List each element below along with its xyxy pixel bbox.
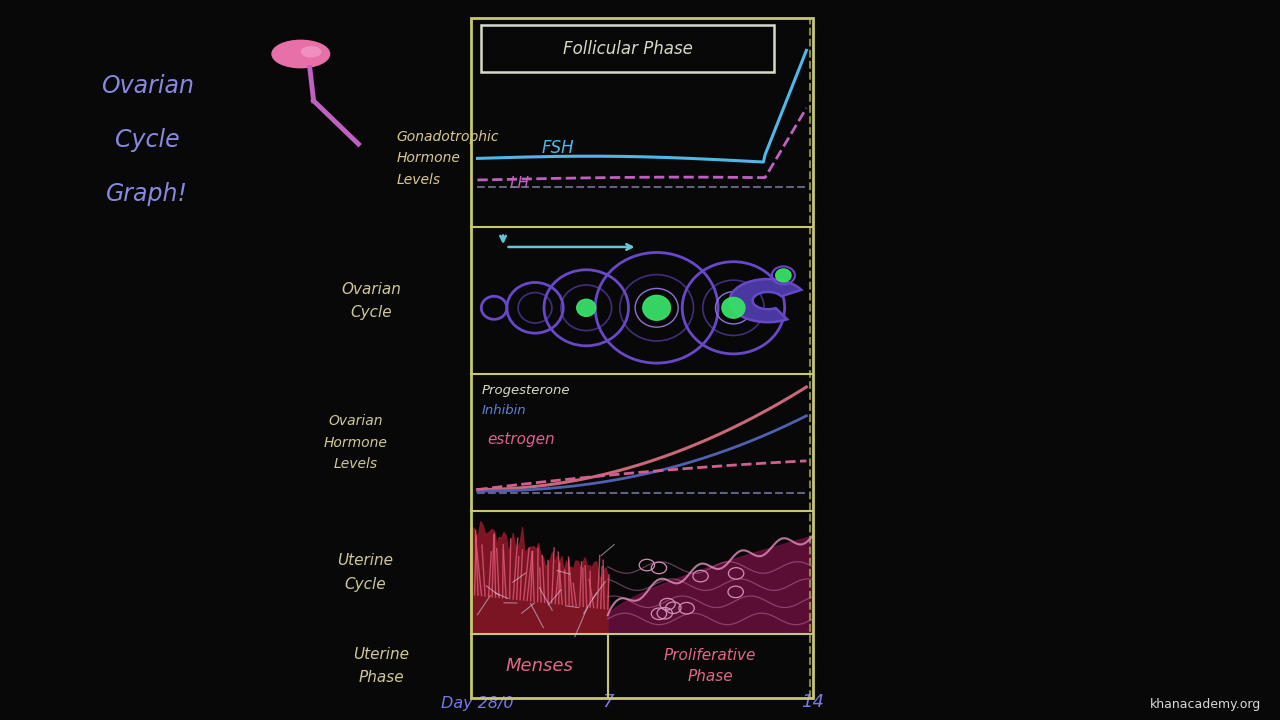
Ellipse shape	[577, 300, 595, 316]
Text: Uterine
Phase: Uterine Phase	[353, 647, 410, 685]
Text: Ovarian
Hormone
Levels: Ovarian Hormone Levels	[324, 414, 388, 472]
Text: Menses: Menses	[506, 657, 573, 675]
Ellipse shape	[271, 40, 330, 68]
Ellipse shape	[643, 295, 671, 320]
Text: Graph!: Graph!	[106, 182, 188, 207]
Text: Day 28/0: Day 28/0	[442, 696, 513, 711]
Text: Gonadotrophic
Hormone
Levels: Gonadotrophic Hormone Levels	[397, 130, 499, 187]
Text: estrogen: estrogen	[488, 432, 556, 446]
Text: Inhibin: Inhibin	[481, 404, 526, 417]
Text: 14: 14	[801, 693, 824, 711]
Text: Uterine
Cycle: Uterine Cycle	[337, 553, 393, 592]
Ellipse shape	[301, 47, 320, 57]
Text: FSH: FSH	[541, 138, 573, 157]
Text: Cycle: Cycle	[115, 128, 179, 153]
Wedge shape	[730, 279, 801, 322]
Text: Ovarian: Ovarian	[101, 74, 193, 99]
Text: khanacademy.org: khanacademy.org	[1149, 698, 1261, 711]
Ellipse shape	[776, 269, 791, 282]
Text: Progesterone: Progesterone	[481, 384, 570, 397]
Text: Proliferative
Phase: Proliferative Phase	[664, 648, 756, 684]
Text: LH: LH	[509, 176, 530, 191]
Ellipse shape	[722, 297, 745, 318]
Text: Ovarian
Cycle: Ovarian Cycle	[342, 282, 401, 320]
Bar	[481, 25, 774, 72]
Bar	[471, 18, 813, 698]
Text: 7: 7	[602, 693, 613, 711]
Text: Follicular Phase: Follicular Phase	[563, 40, 692, 58]
